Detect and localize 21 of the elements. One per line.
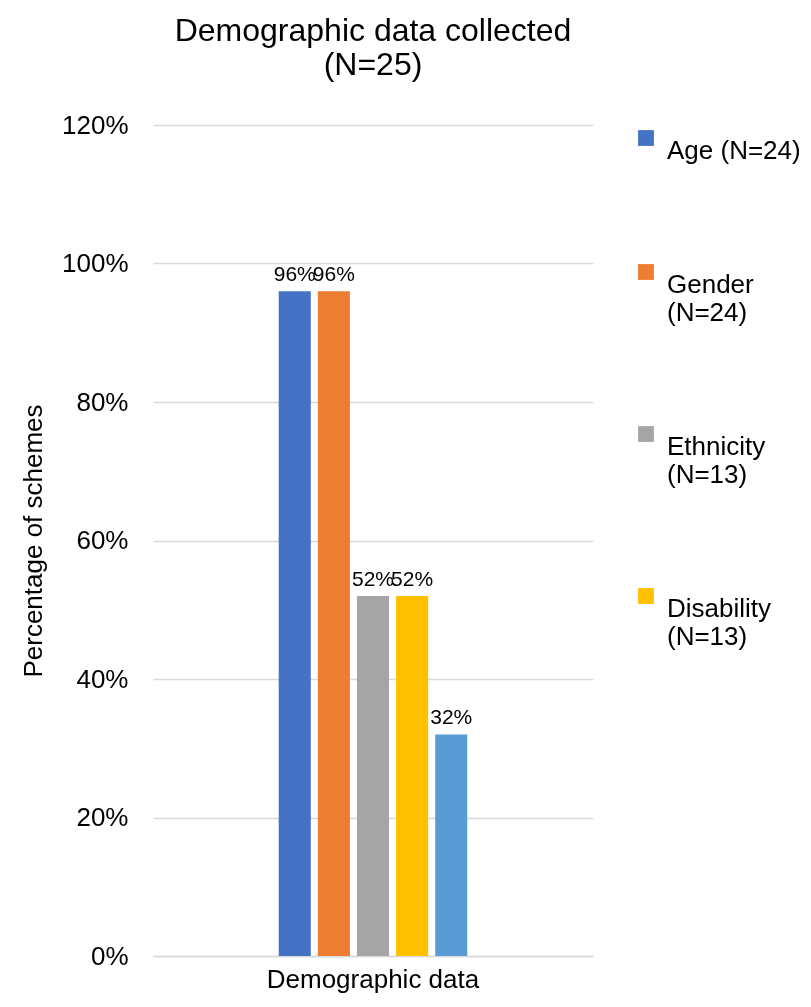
bar	[396, 595, 429, 956]
y-axis-title: Percentage of schemes	[18, 404, 48, 678]
bar	[356, 595, 390, 956]
y-tick-label: 120%	[62, 109, 129, 140]
y-tick-label: 40%	[76, 663, 129, 694]
legend-label: Age (N=24)	[667, 135, 801, 165]
y-tick-label: 100%	[62, 248, 129, 278]
bar	[317, 291, 350, 956]
legend-label: Disability (N=13)	[667, 593, 772, 651]
data-label: 32%	[430, 705, 473, 729]
chart-title: Demographic data collected (N=25)	[174, 12, 572, 82]
bar	[278, 291, 311, 956]
x-tick-label: Demographic data	[266, 963, 480, 994]
y-tick-label: 80%	[76, 386, 129, 417]
data-label: 52%	[391, 566, 434, 590]
legend-label: Gender (N=24)	[667, 269, 755, 327]
y-tick-label: 20%	[76, 802, 129, 832]
y-tick-label: 60%	[76, 525, 129, 555]
legend-label: Ethnicity (N=13)	[667, 431, 766, 489]
y-tick-label: 0%	[90, 940, 129, 971]
bar	[435, 734, 468, 956]
